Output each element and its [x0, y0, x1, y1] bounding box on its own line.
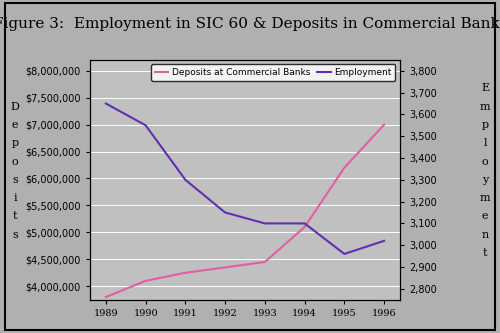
Employment [381, 239, 387, 243]
Deposits at Commercial Banks [182, 271, 188, 275]
Employment [302, 221, 308, 225]
Text: o: o [12, 157, 18, 166]
Text: i: i [13, 193, 17, 203]
Employment [262, 221, 268, 225]
Text: D: D [10, 102, 20, 112]
Text: m: m [480, 193, 490, 203]
Text: m: m [480, 102, 490, 112]
Legend: Deposits at Commercial Banks, Employment: Deposits at Commercial Banks, Employment [151, 65, 396, 81]
Text: o: o [482, 157, 488, 166]
Employment [103, 102, 109, 106]
Deposits at Commercial Banks [103, 295, 109, 299]
Text: Figure 3:  Employment in SIC 60 & Deposits in Commercial Banks: Figure 3: Employment in SIC 60 & Deposit… [0, 17, 500, 31]
Text: e: e [482, 211, 488, 221]
Deposits at Commercial Banks [381, 123, 387, 127]
Text: y: y [482, 175, 488, 185]
Employment [222, 210, 228, 214]
Text: p: p [482, 120, 488, 130]
Deposits at Commercial Banks [342, 166, 347, 170]
Employment [182, 178, 188, 182]
Text: s: s [12, 230, 18, 240]
Text: t: t [483, 248, 487, 258]
Text: t: t [13, 211, 17, 221]
Employment [342, 252, 347, 256]
Text: s: s [12, 175, 18, 185]
Text: n: n [482, 230, 488, 240]
Employment [142, 123, 148, 127]
Line: Deposits at Commercial Banks: Deposits at Commercial Banks [106, 125, 384, 297]
Deposits at Commercial Banks [262, 260, 268, 264]
Text: e: e [12, 120, 18, 130]
Deposits at Commercial Banks [222, 265, 228, 269]
Text: p: p [12, 138, 18, 148]
Deposits at Commercial Banks [142, 279, 148, 283]
Line: Employment: Employment [106, 104, 384, 254]
Text: E: E [481, 83, 489, 93]
Deposits at Commercial Banks [302, 225, 308, 229]
Text: l: l [483, 138, 487, 148]
